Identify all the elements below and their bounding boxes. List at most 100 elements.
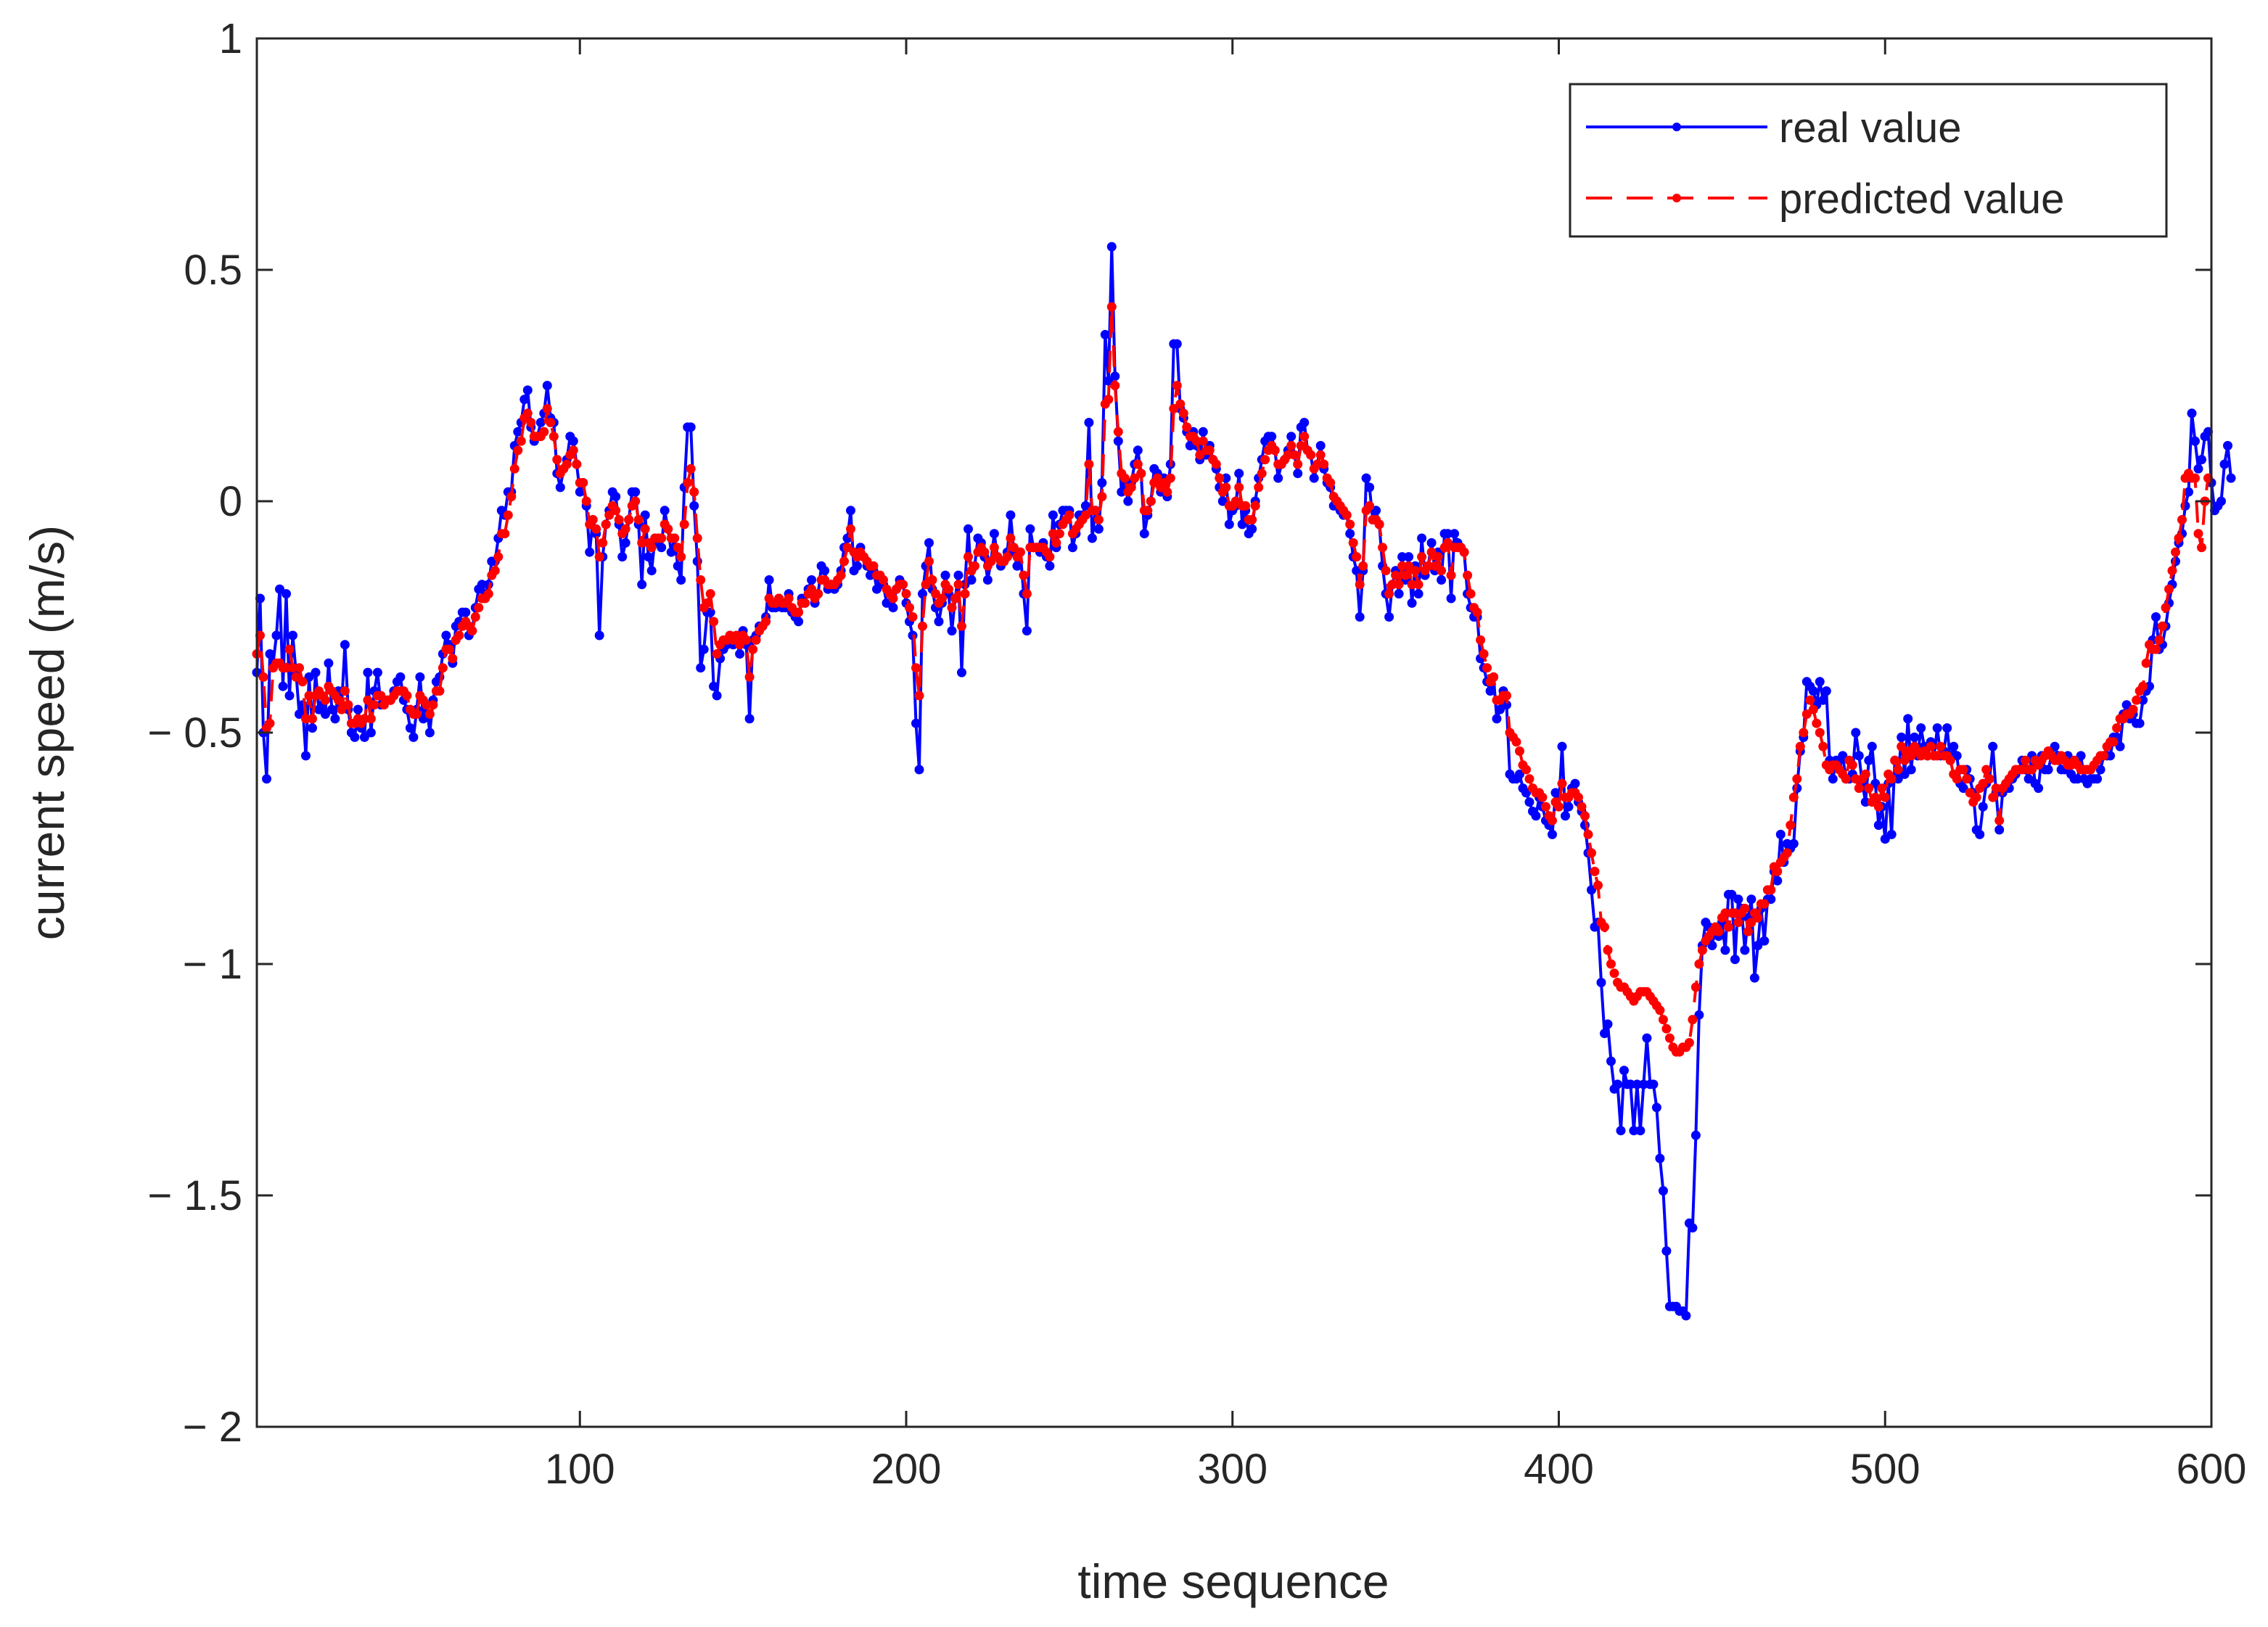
point-predicted-value-492 bbox=[1854, 783, 1864, 794]
point-predicted-value-317 bbox=[1283, 450, 1293, 460]
point-predicted-value-532 bbox=[1984, 774, 1994, 784]
point-real-value-12 bbox=[288, 630, 297, 640]
point-real-value-583 bbox=[2151, 612, 2161, 622]
point-predicted-value-199 bbox=[898, 580, 908, 590]
point-predicted-value-306 bbox=[1247, 515, 1257, 524]
point-real-value-569 bbox=[2105, 751, 2116, 761]
point-predicted-value-262 bbox=[1104, 395, 1114, 405]
point-predicted-value-293 bbox=[1204, 445, 1215, 456]
point-predicted-value-326 bbox=[1312, 459, 1323, 469]
point-predicted-value-491 bbox=[1851, 774, 1861, 784]
point-real-value-530 bbox=[1978, 802, 1988, 812]
point-real-value-547 bbox=[2034, 783, 2044, 794]
point-predicted-value-377 bbox=[1479, 649, 1489, 659]
point-predicted-value-270 bbox=[1130, 473, 1140, 483]
point-real-value-264 bbox=[1110, 371, 1120, 382]
point-predicted-value-98 bbox=[568, 445, 578, 456]
point-predicted-value-26 bbox=[333, 695, 343, 705]
point-predicted-value-408 bbox=[1580, 811, 1590, 821]
x-tick-label: 200 bbox=[871, 1446, 942, 1493]
point-predicted-value-10 bbox=[282, 663, 291, 673]
point-predicted-value-214 bbox=[947, 603, 957, 613]
point-predicted-value-50 bbox=[411, 709, 422, 719]
point-predicted-value-141 bbox=[709, 617, 719, 627]
point-predicted-value-580 bbox=[2141, 658, 2151, 668]
point-predicted-value-47 bbox=[402, 691, 412, 701]
point-predicted-value-454 bbox=[1730, 908, 1740, 918]
point-predicted-value-67 bbox=[467, 626, 477, 636]
point-real-value-559 bbox=[2073, 774, 2083, 784]
point-predicted-value-571 bbox=[2112, 723, 2122, 733]
point-real-value-516 bbox=[1932, 723, 1942, 733]
point-predicted-value-401 bbox=[1557, 778, 1567, 788]
point-predicted-value-18 bbox=[308, 714, 317, 724]
point-predicted-value-139 bbox=[702, 598, 712, 608]
point-predicted-value-296 bbox=[1215, 473, 1225, 483]
point-predicted-value-149 bbox=[735, 640, 745, 650]
point-predicted-value-350 bbox=[1391, 570, 1401, 580]
point-real-value-234 bbox=[1012, 561, 1022, 571]
point-predicted-value-255 bbox=[1080, 510, 1090, 520]
point-real-value-251 bbox=[1067, 543, 1077, 553]
point-real-value-482 bbox=[1821, 686, 1831, 696]
point-real-value-603 bbox=[2216, 496, 2226, 506]
point-real-value-432 bbox=[1658, 1186, 1668, 1196]
point-predicted-value-526 bbox=[1965, 788, 1975, 798]
point-predicted-value-503 bbox=[1890, 755, 1900, 765]
point-real-value-402 bbox=[1561, 811, 1570, 821]
point-predicted-value-472 bbox=[1788, 792, 1799, 802]
point-predicted-value-127 bbox=[663, 524, 673, 534]
point-predicted-value-298 bbox=[1221, 482, 1231, 493]
point-predicted-value-346 bbox=[1378, 543, 1388, 553]
point-predicted-value-118 bbox=[633, 515, 644, 524]
point-predicted-value-596 bbox=[2193, 529, 2203, 539]
point-predicted-value-167 bbox=[794, 607, 804, 617]
legend-marker-real-value bbox=[1672, 123, 1681, 131]
point-real-value-314 bbox=[1273, 473, 1283, 483]
point-predicted-value-506 bbox=[1899, 755, 1910, 765]
point-real-value-418 bbox=[1613, 1079, 1622, 1090]
point-predicted-value-313 bbox=[1270, 445, 1280, 456]
point-predicted-value-219 bbox=[964, 552, 973, 562]
point-predicted-value-535 bbox=[1994, 815, 2005, 825]
point-real-value-245 bbox=[1048, 510, 1058, 520]
point-real-value-299 bbox=[1224, 519, 1234, 530]
point-real-value-98 bbox=[568, 436, 578, 446]
point-real-value-336 bbox=[1345, 529, 1355, 539]
point-predicted-value-148 bbox=[731, 630, 741, 640]
point-predicted-value-14 bbox=[295, 663, 304, 673]
point-real-value-24 bbox=[326, 704, 337, 714]
point-real-value-451 bbox=[1720, 945, 1730, 955]
point-predicted-value-307 bbox=[1250, 501, 1260, 511]
point-real-value-401 bbox=[1557, 741, 1567, 751]
point-real-value-390 bbox=[1521, 788, 1531, 798]
point-predicted-value-78 bbox=[503, 510, 513, 520]
point-predicted-value-285 bbox=[1178, 408, 1188, 419]
point-predicted-value-11 bbox=[284, 644, 295, 654]
point-predicted-value-327 bbox=[1315, 450, 1326, 460]
point-predicted-value-140 bbox=[705, 589, 715, 599]
point-predicted-value-378 bbox=[1482, 663, 1492, 673]
point-predicted-value-72 bbox=[483, 589, 493, 599]
point-predicted-value-362 bbox=[1430, 561, 1440, 571]
point-predicted-value-525 bbox=[1962, 774, 1972, 784]
point-predicted-value-432 bbox=[1658, 1015, 1668, 1025]
point-real-value-128 bbox=[666, 547, 676, 557]
point-real-value-14 bbox=[295, 709, 304, 719]
point-real-value-507 bbox=[1903, 714, 1913, 724]
point-predicted-value-567 bbox=[2099, 751, 2109, 761]
point-predicted-value-258 bbox=[1090, 506, 1101, 516]
point-predicted-value-595 bbox=[2190, 473, 2200, 483]
point-predicted-value-353 bbox=[1400, 570, 1410, 580]
point-real-value-533 bbox=[1988, 741, 1998, 751]
point-real-value-220 bbox=[966, 575, 977, 585]
point-predicted-value-22 bbox=[320, 695, 330, 705]
point-real-value-5 bbox=[265, 649, 275, 659]
point-predicted-value-53 bbox=[422, 700, 432, 710]
point-predicted-value-358 bbox=[1417, 552, 1427, 562]
point-real-value-227 bbox=[989, 529, 999, 539]
point-predicted-value-173 bbox=[813, 589, 823, 599]
point-predicted-value-37 bbox=[369, 700, 379, 710]
point-predicted-value-588 bbox=[2167, 566, 2177, 576]
point-real-value-422 bbox=[1625, 1079, 1635, 1090]
